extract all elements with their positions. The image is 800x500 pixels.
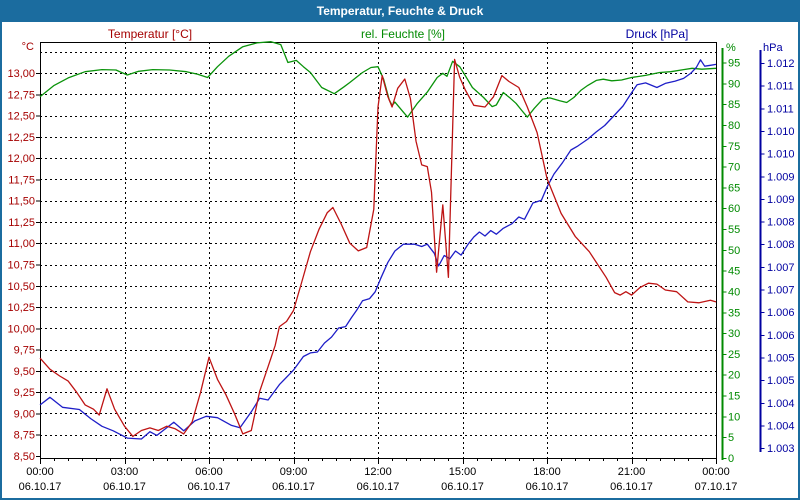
humidity-tick-label: 20	[728, 370, 740, 382]
x-date-label: 06.10.17	[272, 481, 315, 493]
temp-tick-label: 9,50	[14, 366, 35, 378]
temp-tick-label: 12,25	[7, 132, 35, 144]
pressure-tick-label: 1.006	[767, 330, 795, 342]
series-temperature-path	[39, 58, 717, 438]
window-titlebar[interactable]: Temperatur, Feuchte & Druck	[0, 0, 800, 22]
legend-humidity-label: rel. Feuchte [%]	[360, 27, 446, 41]
temp-tick-label: 8,75	[14, 430, 35, 442]
x-time-label: 06:00	[195, 466, 223, 478]
humidity-tick-label: 15	[728, 391, 740, 403]
temp-tick-label: 8,50	[14, 451, 35, 463]
temp-tick-label: 11,50	[8, 196, 35, 208]
humidity-tick-label: 30	[728, 328, 740, 340]
pressure-tick-label: 1.003	[767, 443, 795, 455]
pressure-tick-label: 1.007	[767, 285, 795, 297]
humidity-tick-label: 95	[728, 58, 740, 70]
x-time-label: 21:00	[618, 466, 646, 478]
humidity-axis-unit: %	[726, 42, 736, 54]
x-time-label: 12:00	[364, 466, 392, 478]
x-date-label: 07.10.17	[695, 481, 738, 493]
humidity-tick-label: 90	[728, 78, 740, 90]
pressure-tick-label: 1.005	[767, 375, 795, 387]
humidity-tick-label: 25	[728, 349, 740, 361]
temp-tick-label: 10,00	[7, 323, 35, 335]
temp-tick-label: 12,50	[7, 111, 35, 123]
temp-tick-label: 9,75	[14, 345, 35, 357]
pressure-tick-label: 1.011	[767, 103, 794, 115]
pressure-tick-label: 1.009	[767, 171, 795, 183]
pressure-tick-label: 1.011	[767, 81, 794, 93]
x-date-label: 06.10.17	[103, 481, 146, 493]
temp-tick-label: 10,50	[7, 281, 35, 293]
temp-tick-label: 10,75	[7, 260, 35, 272]
temp-tick-label: 10,25	[7, 302, 35, 314]
humidity-tick-label: 75	[728, 141, 740, 153]
humidity-tick-label: 85	[728, 99, 740, 111]
x-time-label: 18:00	[533, 466, 561, 478]
temp-tick-label: 9,25	[14, 387, 35, 399]
pressure-axis-unit: hPa	[763, 42, 783, 54]
temp-tick-label: 12,75	[7, 89, 35, 101]
pressure-tick-label: 1.012	[767, 58, 795, 70]
humidity-tick-label: 45	[728, 266, 740, 278]
pressure-tick-label: 1.010	[767, 149, 795, 161]
pressure-tick-label: 1.004	[767, 398, 795, 410]
humidity-tick-label: 40	[728, 286, 740, 298]
humidity-tick-label: 35	[728, 307, 740, 319]
legend-temperature: Temperatur [°C]	[107, 27, 193, 41]
humidity-tick-label: 50	[728, 245, 740, 257]
x-time-label: 00:00	[702, 466, 730, 478]
pressure-tick-label: 1.009	[767, 194, 795, 206]
temp-tick-label: 11,25	[8, 217, 35, 229]
x-time-label: 15:00	[449, 466, 477, 478]
x-date-label: 06.10.17	[441, 481, 484, 493]
humidity-tick-label: 80	[728, 120, 740, 132]
x-date-label: 06.10.17	[526, 481, 569, 493]
temp-tick-label: 9,00	[14, 408, 35, 420]
humidity-tick-label: 55	[728, 224, 740, 236]
pressure-tick-label: 1.008	[767, 217, 795, 229]
humidity-tick-label: 60	[728, 203, 740, 215]
pressure-tick-label: 1.008	[767, 239, 795, 251]
x-date-label: 06.10.17	[188, 481, 231, 493]
series-pressure-path	[39, 59, 717, 440]
pressure-tick-label: 1.007	[767, 262, 795, 274]
x-date-label: 06.10.17	[357, 481, 400, 493]
temp-tick-label: 11,75	[8, 174, 35, 186]
humidity-tick-label: 5	[728, 432, 734, 444]
humidity-tick-label: 0	[728, 453, 734, 465]
x-date-label: 06.10.17	[19, 481, 62, 493]
temp-tick-label: 12,00	[7, 153, 35, 165]
humidity-tick-label: 65	[728, 182, 740, 194]
legend-temperature-label: Temperatur [°C]	[107, 27, 193, 41]
temp-tick-label: 13,00	[7, 68, 35, 80]
humidity-tick-label: 70	[728, 162, 740, 174]
left-axis-unit: °C	[0, 41, 34, 53]
humidity-tick-label: 10	[728, 411, 740, 423]
x-time-label: 00:00	[26, 466, 54, 478]
temp-tick-label: 11,00	[8, 238, 35, 250]
pressure-tick-label: 1.005	[767, 352, 795, 364]
legend-humidity: rel. Feuchte [%]	[360, 27, 446, 41]
pressure-tick-label: 1.010	[767, 126, 795, 138]
x-time-label: 09:00	[280, 466, 308, 478]
pressure-tick-label: 1.006	[767, 307, 795, 319]
x-time-label: 03:00	[111, 466, 139, 478]
legend-pressure: Druck [hPa]	[625, 27, 689, 41]
window-title: Temperatur, Feuchte & Druck	[316, 4, 484, 18]
x-date-label: 06.10.17	[610, 481, 653, 493]
legend-pressure-label: Druck [hPa]	[625, 27, 689, 41]
pressure-tick-label: 1.004	[767, 420, 795, 432]
